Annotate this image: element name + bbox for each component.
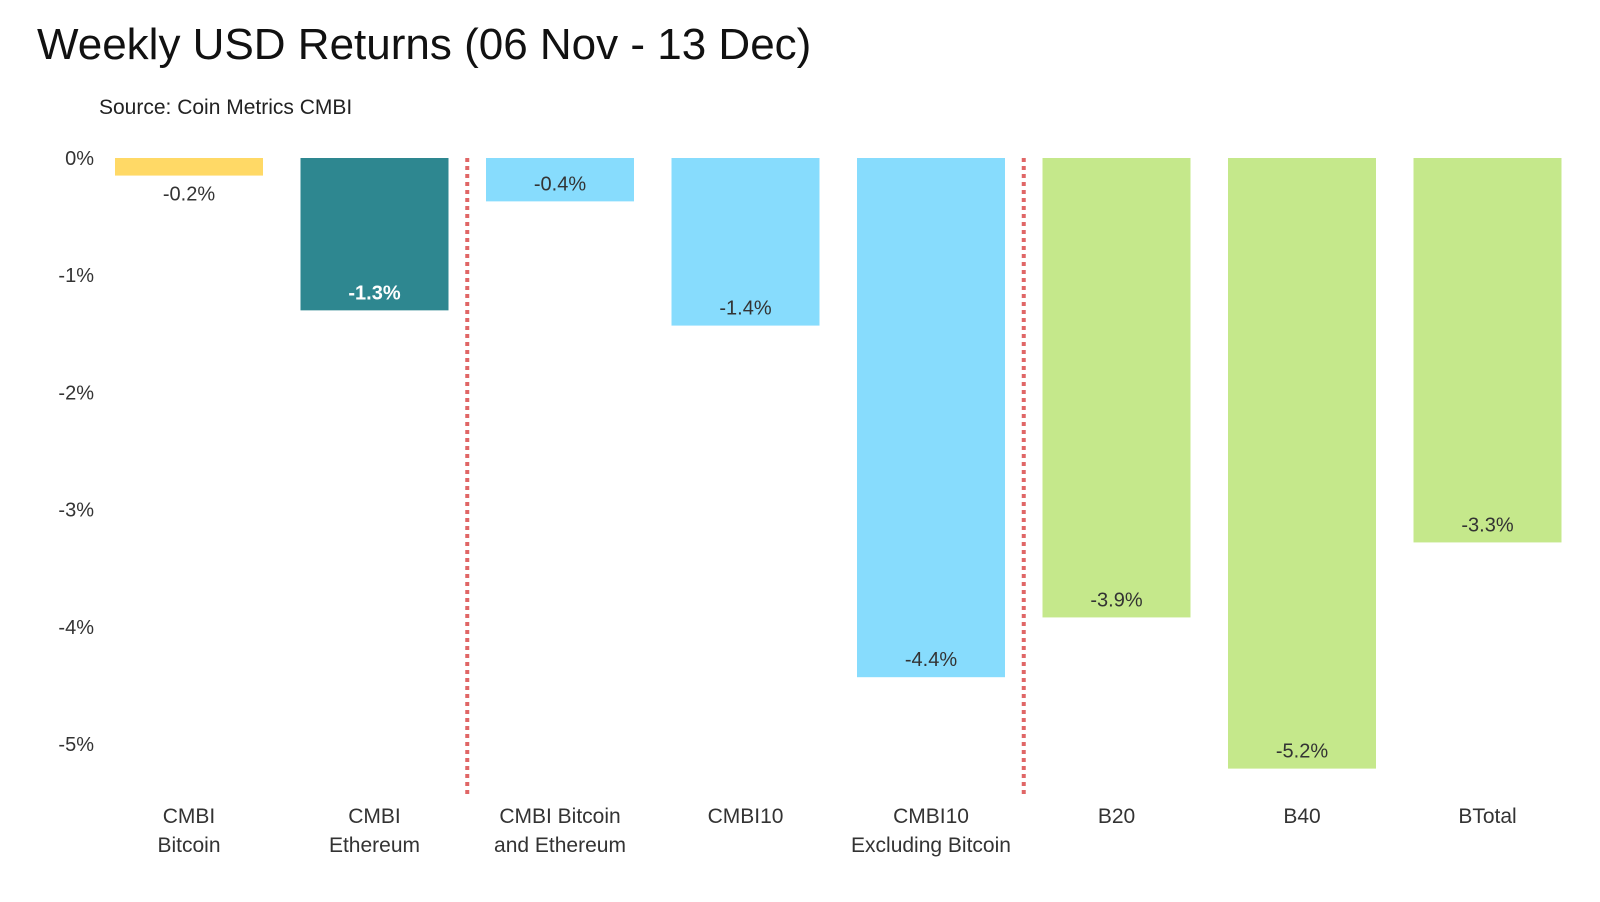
bar	[857, 158, 1005, 678]
category-label: BTotal	[1458, 805, 1516, 828]
y-tick-label: -5%	[58, 734, 94, 756]
category-label: Bitcoin	[157, 834, 220, 857]
category-label: Excluding Bitcoin	[851, 834, 1011, 857]
group-separators	[465, 158, 1026, 798]
category-label: CMBI	[163, 805, 216, 828]
bar-value-label: -5.2%	[1276, 741, 1328, 763]
bar	[1413, 158, 1562, 543]
bar-value-label: -0.2%	[163, 184, 215, 206]
category-label: CMBI10	[708, 805, 784, 828]
bar-value-label: -3.3%	[1461, 514, 1513, 536]
data-labels: -0.2% -1.3% -0.4% -1.4% -4.4% -3.9% -5.2% -3.3%	[163, 173, 1514, 762]
bar-value-label: -1.4%	[719, 298, 771, 320]
category-label: CMBI Bitcoin	[499, 805, 620, 828]
bar	[486, 158, 634, 202]
y-tick-label: -4%	[58, 617, 94, 639]
bar-value-label: -1.3%	[348, 282, 400, 304]
bar-value-label: -3.9%	[1090, 589, 1142, 611]
category-label: Ethereum	[329, 834, 420, 857]
bar	[1228, 158, 1376, 769]
bar-value-label: -0.4%	[534, 173, 586, 195]
category-label: and Ethereum	[494, 834, 626, 857]
category-label: CMBI	[348, 805, 401, 828]
y-tick-label: -3%	[58, 500, 94, 522]
x-axis: CMBI Bitcoin CMBI Ethereum CMBI Bitcoin and E…	[157, 805, 1516, 857]
category-label: B20	[1098, 805, 1135, 828]
y-tick-label: -1%	[58, 265, 94, 287]
y-tick-label: 0%	[65, 148, 94, 170]
bar	[1042, 158, 1191, 618]
y-tick-label: -2%	[58, 382, 94, 404]
category-label: CMBI10	[893, 805, 969, 828]
category-label: B40	[1283, 805, 1320, 828]
y-axis: 0% -1% -2% -3% -4% -5%	[58, 148, 94, 756]
bar	[671, 158, 820, 326]
bars	[115, 158, 1562, 769]
bar	[300, 158, 449, 311]
chart-source-note: Source: Coin Metrics CMBI	[99, 96, 353, 119]
chart-title: Weekly USD Returns (06 Nov - 13 Dec)	[37, 20, 812, 69]
bar	[115, 158, 263, 176]
bar-value-label: -4.4%	[905, 649, 957, 671]
